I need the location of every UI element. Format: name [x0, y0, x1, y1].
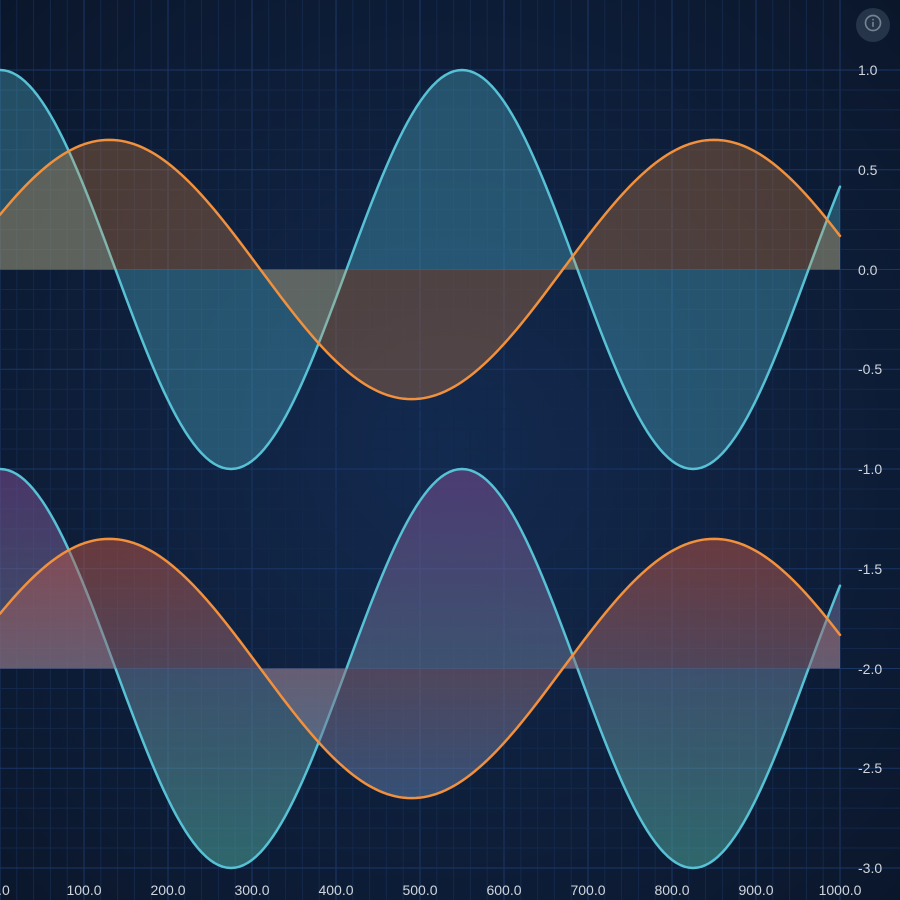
info-icon — [864, 14, 882, 37]
chart-svg — [0, 0, 900, 900]
info-button[interactable] — [856, 8, 890, 42]
chart-container: 0.0100.0200.0300.0400.0500.0600.0700.080… — [0, 0, 900, 900]
